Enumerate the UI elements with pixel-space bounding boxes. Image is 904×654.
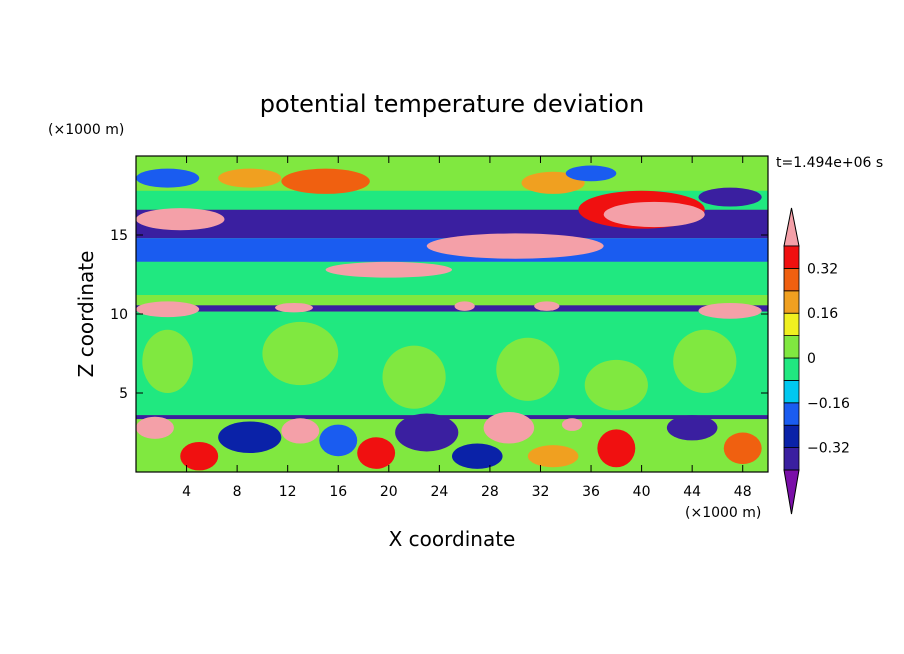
field-blob	[673, 329, 737, 393]
field-blob	[426, 233, 604, 259]
y-tick-label: 15	[110, 228, 128, 244]
colorbar-swatch	[783, 267, 800, 292]
field-blob	[666, 415, 718, 441]
x-tick-label: 20	[380, 484, 398, 500]
colorbar-label: 0.32	[807, 261, 838, 277]
field-blob	[452, 443, 503, 469]
colorbar-swatch	[783, 290, 800, 314]
field-band	[136, 311, 768, 324]
x-tick-label: 48	[734, 484, 752, 500]
time-label: t=1.494e+06 s	[776, 155, 883, 171]
field-band	[136, 295, 768, 303]
field-blob	[521, 171, 585, 194]
colorbar-swatch	[783, 402, 800, 426]
x-tick-label: 32	[532, 484, 550, 500]
chart-title: potential temperature deviation	[260, 90, 644, 118]
colorbar-swatch	[783, 357, 800, 381]
field-blob	[698, 187, 762, 207]
field-blob	[483, 411, 535, 444]
field-band	[136, 323, 768, 416]
x-tick-label: 40	[633, 484, 651, 500]
heatmap-field	[136, 156, 768, 472]
y-axis-label: Z coordinate	[74, 251, 98, 378]
field-blob	[565, 165, 617, 182]
field-blob	[723, 432, 762, 465]
x-tick-label: 12	[279, 484, 297, 500]
colorbar-label: −0.32	[807, 441, 850, 457]
field-blob	[534, 301, 560, 311]
field-blob	[325, 261, 452, 278]
y-tick-label: 10	[110, 307, 128, 323]
field-blob	[281, 168, 370, 194]
x-tick-label: 16	[329, 484, 347, 500]
x-tick-label: 28	[481, 484, 499, 500]
x-axis: 4 8 12 16 20 24 28 32 36 40 44 48	[182, 156, 752, 500]
field-blob	[136, 168, 200, 188]
colorbar-extend-min	[783, 469, 800, 515]
field-blob	[527, 445, 579, 468]
field-blob	[136, 416, 174, 439]
field-blob	[180, 441, 219, 471]
field-blob	[584, 359, 648, 411]
colorbar-label: 0	[807, 351, 816, 367]
field-blob	[142, 329, 193, 393]
y-unit-label: (×1000 m)	[48, 122, 124, 138]
field-blob	[382, 345, 446, 409]
field-blob	[218, 421, 282, 454]
field-blob	[262, 321, 339, 386]
x-axis-label: X coordinate	[389, 527, 516, 551]
colorbar-swatch	[783, 245, 800, 269]
y-tick-label: 5	[119, 386, 128, 402]
field-blob	[275, 302, 313, 313]
field-blob	[603, 201, 705, 228]
field-blob	[218, 168, 282, 188]
colorbar-swatch	[783, 335, 800, 359]
field-band	[136, 305, 768, 312]
colorbar-label: 0.16	[807, 306, 838, 322]
colorbar-swatch	[783, 312, 800, 337]
field-blob	[454, 301, 475, 311]
field-blob	[319, 424, 358, 457]
field-blob	[357, 437, 396, 469]
colorbar-extend-max	[783, 207, 800, 247]
colorbar-swatch	[783, 424, 800, 449]
field-band	[136, 261, 768, 296]
field-blob	[395, 413, 459, 452]
x-tick-label: 4	[182, 484, 191, 500]
colorbar-label: −0.16	[807, 396, 850, 412]
x-unit-label: (×1000 m)	[685, 505, 761, 521]
field-blob	[561, 418, 583, 431]
field-blob	[136, 301, 200, 318]
x-tick-label: 44	[683, 484, 701, 500]
x-tick-label: 24	[430, 484, 448, 500]
field-blob	[496, 337, 560, 401]
x-tick-label: 36	[582, 484, 600, 500]
x-tick-label: 8	[233, 484, 242, 500]
field-blob	[136, 208, 225, 231]
colorbar-swatch	[783, 379, 800, 404]
field-band	[136, 415, 768, 420]
field-blob	[281, 418, 320, 444]
y-axis: 5 10 15	[110, 228, 768, 402]
field-blob	[698, 302, 762, 319]
colorbar-swatch	[783, 447, 800, 471]
colorbar: 0.32 0.16 0 −0.16 −0.32	[783, 207, 850, 515]
field-blob	[597, 429, 636, 468]
